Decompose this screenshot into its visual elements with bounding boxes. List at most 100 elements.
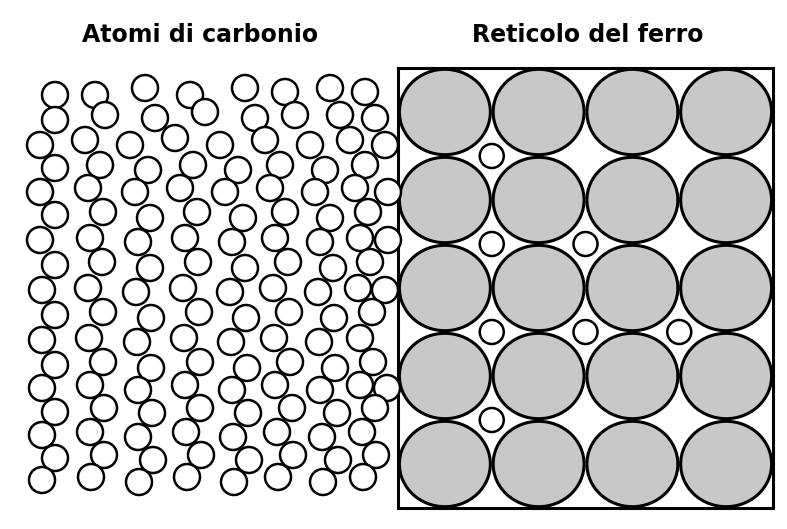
Circle shape — [138, 305, 164, 331]
Circle shape — [322, 355, 348, 381]
Circle shape — [117, 132, 143, 158]
Circle shape — [122, 179, 148, 205]
Circle shape — [218, 329, 244, 355]
Text: Reticolo del ferro: Reticolo del ferro — [472, 23, 704, 47]
Circle shape — [306, 329, 332, 355]
Circle shape — [234, 355, 260, 381]
Circle shape — [667, 320, 691, 344]
Circle shape — [42, 202, 68, 228]
Circle shape — [272, 79, 298, 105]
Bar — [398, 68, 773, 508]
Circle shape — [347, 325, 373, 351]
Circle shape — [480, 408, 504, 432]
Ellipse shape — [493, 157, 584, 243]
Circle shape — [325, 447, 351, 473]
Circle shape — [125, 424, 151, 450]
Circle shape — [355, 199, 381, 225]
Circle shape — [174, 464, 200, 490]
Circle shape — [232, 255, 258, 281]
Circle shape — [172, 225, 198, 251]
Circle shape — [217, 279, 243, 305]
Circle shape — [235, 400, 261, 426]
Circle shape — [89, 249, 115, 275]
Circle shape — [87, 152, 113, 178]
Circle shape — [123, 279, 149, 305]
Circle shape — [375, 179, 401, 205]
Circle shape — [177, 82, 203, 108]
Circle shape — [90, 349, 116, 375]
Circle shape — [42, 252, 68, 278]
Circle shape — [162, 125, 188, 151]
Circle shape — [480, 320, 504, 344]
Circle shape — [574, 232, 597, 256]
Circle shape — [78, 464, 104, 490]
Circle shape — [374, 375, 400, 401]
Circle shape — [187, 349, 213, 375]
Circle shape — [352, 79, 378, 105]
Circle shape — [132, 75, 158, 101]
Circle shape — [90, 199, 116, 225]
Circle shape — [225, 157, 251, 183]
Circle shape — [29, 375, 55, 401]
Circle shape — [29, 327, 55, 353]
Circle shape — [262, 372, 288, 398]
Circle shape — [252, 127, 278, 153]
Circle shape — [233, 305, 259, 331]
Circle shape — [27, 227, 53, 253]
Circle shape — [372, 277, 398, 303]
Ellipse shape — [681, 421, 771, 507]
Circle shape — [317, 205, 343, 231]
Circle shape — [126, 469, 152, 495]
Circle shape — [125, 377, 151, 403]
Circle shape — [219, 377, 245, 403]
Circle shape — [77, 372, 103, 398]
Circle shape — [180, 152, 206, 178]
Ellipse shape — [587, 245, 678, 331]
Circle shape — [480, 144, 504, 168]
Circle shape — [219, 229, 245, 255]
Circle shape — [186, 299, 212, 325]
Circle shape — [307, 377, 333, 403]
Circle shape — [42, 302, 68, 328]
Circle shape — [350, 464, 376, 490]
Circle shape — [212, 179, 238, 205]
Circle shape — [279, 395, 305, 421]
Circle shape — [170, 275, 196, 301]
Circle shape — [91, 442, 117, 468]
Circle shape — [264, 419, 290, 445]
Circle shape — [29, 422, 55, 448]
Circle shape — [574, 320, 597, 344]
Circle shape — [137, 255, 163, 281]
Circle shape — [277, 349, 303, 375]
Ellipse shape — [681, 333, 771, 418]
Circle shape — [480, 232, 504, 256]
Circle shape — [261, 325, 287, 351]
Circle shape — [42, 352, 68, 378]
Circle shape — [135, 157, 161, 183]
Circle shape — [77, 225, 103, 251]
Circle shape — [265, 464, 291, 490]
Circle shape — [42, 155, 68, 181]
Circle shape — [221, 469, 247, 495]
Circle shape — [280, 442, 306, 468]
Circle shape — [272, 199, 298, 225]
Circle shape — [260, 275, 286, 301]
Circle shape — [359, 299, 385, 325]
Ellipse shape — [587, 157, 678, 243]
Ellipse shape — [400, 333, 490, 418]
Circle shape — [42, 107, 68, 133]
Circle shape — [362, 105, 388, 131]
Circle shape — [220, 424, 246, 450]
Circle shape — [124, 329, 150, 355]
Circle shape — [29, 277, 55, 303]
Circle shape — [82, 82, 108, 108]
Ellipse shape — [681, 69, 771, 154]
Circle shape — [363, 442, 389, 468]
Circle shape — [125, 229, 151, 255]
Circle shape — [76, 325, 102, 351]
Ellipse shape — [587, 421, 678, 507]
Ellipse shape — [493, 333, 584, 418]
Circle shape — [72, 127, 98, 153]
Circle shape — [275, 249, 301, 275]
Circle shape — [372, 132, 398, 158]
